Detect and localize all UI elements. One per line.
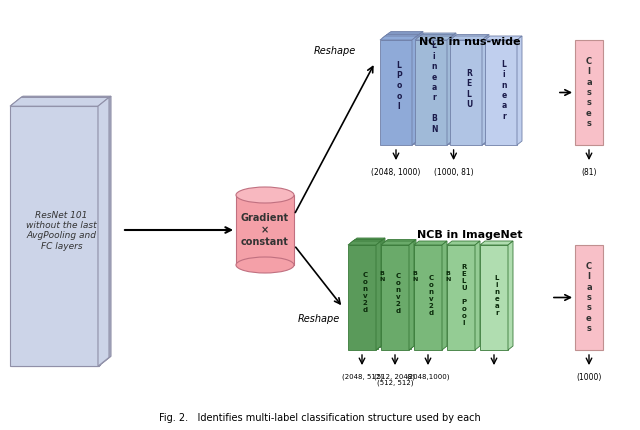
Polygon shape — [381, 241, 414, 245]
Polygon shape — [417, 34, 454, 39]
Text: (2048, 512): (2048, 512) — [342, 373, 383, 380]
Polygon shape — [450, 40, 482, 145]
Text: Fig. 2.   Identifies multi-label classification structure used by each: Fig. 2. Identifies multi-label classific… — [159, 413, 481, 423]
Polygon shape — [411, 240, 416, 348]
Polygon shape — [485, 36, 522, 40]
Polygon shape — [417, 39, 449, 144]
Polygon shape — [409, 241, 414, 350]
Polygon shape — [442, 241, 447, 350]
Polygon shape — [415, 36, 452, 40]
Polygon shape — [380, 40, 412, 145]
Text: Reshape: Reshape — [314, 46, 356, 55]
Text: C
o
n
v
2
d: C o n v 2 d — [428, 275, 433, 316]
Text: C
o
n
v
2
d: C o n v 2 d — [362, 272, 367, 313]
Polygon shape — [10, 106, 98, 366]
Polygon shape — [11, 106, 99, 366]
Text: L
i
n
e
a
r: L i n e a r — [495, 275, 499, 316]
Polygon shape — [381, 245, 409, 350]
Text: (2048,1000): (2048,1000) — [406, 373, 450, 380]
Polygon shape — [236, 195, 294, 265]
Polygon shape — [12, 96, 111, 105]
Text: NCB in ImageNet: NCB in ImageNet — [417, 230, 523, 240]
Text: L
i
n
e
a
r

B
N: L i n e a r B N — [431, 41, 437, 133]
Polygon shape — [517, 36, 522, 145]
Polygon shape — [10, 98, 109, 106]
Text: (1000): (1000) — [576, 373, 602, 382]
Polygon shape — [447, 241, 480, 245]
Polygon shape — [414, 241, 447, 245]
Polygon shape — [350, 243, 378, 348]
Polygon shape — [450, 36, 487, 40]
Polygon shape — [352, 242, 380, 347]
Text: R
E
L
U: R E L U — [466, 69, 472, 109]
Polygon shape — [99, 97, 110, 366]
FancyBboxPatch shape — [575, 40, 603, 145]
Text: L
P
o
o
l: L P o o l — [396, 61, 402, 111]
Polygon shape — [508, 241, 513, 350]
Polygon shape — [100, 96, 111, 365]
Polygon shape — [348, 245, 376, 350]
Ellipse shape — [236, 257, 294, 273]
Polygon shape — [447, 36, 452, 145]
Text: C
l
a
s
s
e
s: C l a s s e s — [586, 262, 592, 333]
Polygon shape — [384, 37, 416, 142]
Text: (1000, 81): (1000, 81) — [434, 168, 474, 177]
Polygon shape — [419, 33, 456, 37]
Text: C
o
n
v
2
d: C o n v 2 d — [396, 273, 401, 314]
Polygon shape — [452, 39, 484, 144]
Polygon shape — [447, 245, 475, 350]
Text: NCB in nus-wide: NCB in nus-wide — [419, 37, 521, 47]
Text: L
i
n
e
a
r: L i n e a r — [501, 60, 507, 121]
Polygon shape — [414, 245, 442, 350]
Text: (2048, 1000): (2048, 1000) — [371, 168, 420, 177]
Text: B
N: B N — [379, 271, 384, 282]
FancyBboxPatch shape — [575, 245, 603, 350]
Text: (81): (81) — [581, 168, 596, 177]
Polygon shape — [484, 34, 489, 144]
Polygon shape — [383, 240, 416, 243]
Polygon shape — [415, 40, 447, 145]
Polygon shape — [380, 238, 385, 347]
Polygon shape — [419, 37, 451, 142]
Text: R
E
L
U

P
o
o
l: R E L U P o o l — [461, 264, 467, 326]
Text: C
l
a
s
s
e
s: C l a s s e s — [586, 57, 592, 128]
Polygon shape — [480, 245, 508, 350]
Polygon shape — [386, 31, 423, 36]
Polygon shape — [12, 105, 100, 365]
Polygon shape — [382, 39, 414, 144]
Polygon shape — [416, 33, 421, 142]
Polygon shape — [380, 36, 417, 40]
Polygon shape — [348, 241, 381, 245]
Polygon shape — [485, 40, 517, 145]
Polygon shape — [480, 241, 513, 245]
Text: (512, 512): (512, 512) — [377, 380, 413, 387]
Text: B
N: B N — [445, 271, 451, 282]
Text: ResNet 101
without the last
AvgPooling and
FC layers: ResNet 101 without the last AvgPooling a… — [26, 211, 97, 251]
Polygon shape — [449, 34, 454, 144]
Polygon shape — [412, 36, 417, 145]
Polygon shape — [451, 33, 456, 142]
Polygon shape — [376, 241, 381, 350]
Ellipse shape — [236, 187, 294, 203]
Polygon shape — [352, 238, 385, 242]
Polygon shape — [452, 34, 489, 39]
Polygon shape — [378, 240, 383, 348]
Text: Gradient
×
constant: Gradient × constant — [241, 213, 289, 246]
Polygon shape — [384, 33, 421, 37]
Polygon shape — [482, 36, 487, 145]
Text: (512, 2048): (512, 2048) — [374, 373, 415, 380]
Polygon shape — [414, 34, 419, 144]
Polygon shape — [382, 34, 419, 39]
Polygon shape — [475, 241, 480, 350]
Polygon shape — [98, 98, 109, 366]
Polygon shape — [386, 36, 418, 141]
Polygon shape — [418, 31, 423, 141]
Text: B
N: B N — [412, 271, 417, 282]
Polygon shape — [383, 243, 411, 348]
Text: Reshape: Reshape — [298, 314, 340, 325]
Polygon shape — [11, 97, 110, 106]
Polygon shape — [350, 240, 383, 243]
